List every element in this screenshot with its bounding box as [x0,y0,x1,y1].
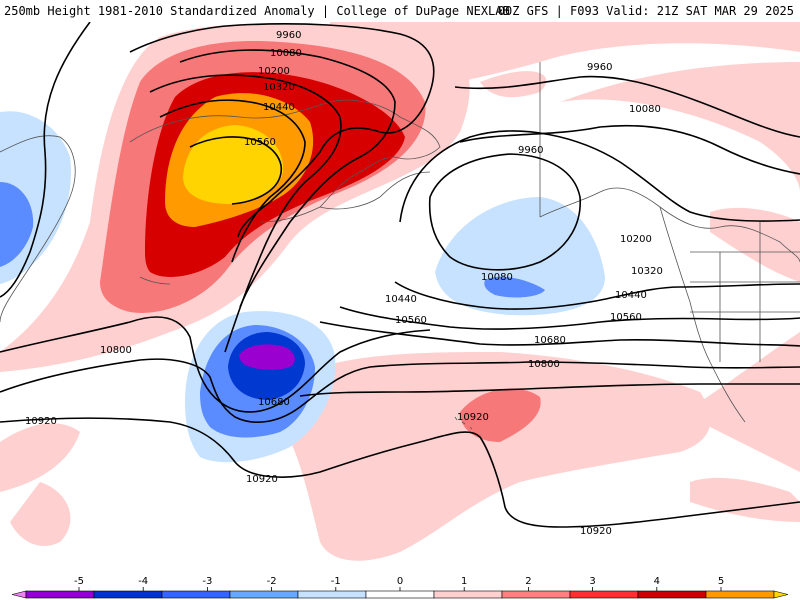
model-valid-time: 00Z GFS | F093 Valid: 21Z SAT MAR 29 202… [497,4,794,18]
colorbar-segment [161,590,231,599]
contour-label: 10680 [534,335,566,346]
contour-label: 10080 [481,272,513,283]
colorbar-segment [11,590,27,599]
colorbar-segment [93,590,163,599]
contour-label: 10920 [580,526,612,537]
colorbar-segment [433,590,503,599]
colorbar-tick-label: -2 [267,576,277,587]
anomaly-fill-positive-5 [183,125,284,204]
colorbar-tick-label: -1 [331,576,341,587]
contour-label: 10080 [270,48,302,59]
contour-label: 10560 [610,312,642,323]
contour-label: 10320 [263,82,295,93]
contour-label: 10440 [385,294,417,305]
colorbar-tick-label: -5 [74,576,84,587]
colorbar-tick-label: 5 [718,576,724,587]
contour-label: 10200 [620,234,652,245]
contour-label: 10680 [258,397,290,408]
colorbar-segment [229,590,299,599]
map-title: 250mb Height 1981-2010 Standardized Anom… [4,4,510,18]
contour-label: 10440 [615,290,647,301]
contour-label: 10560 [244,137,276,148]
contour-label: 10920 [246,474,278,485]
colorbar-segment [705,590,775,599]
height-contours [0,22,800,528]
contour-label: 10320 [631,266,663,277]
colorbar-tick-label: 1 [461,576,467,587]
contour-label: 10800 [100,345,132,356]
contour-label: 10200 [258,66,290,77]
contour-label: 9960 [276,30,301,41]
anomaly-fill-negative-4 [239,344,295,370]
contour-label: 10920 [457,412,489,423]
colorbar-segment [773,590,789,599]
contour-label: 10800 [528,359,560,370]
contour-label: 10080 [629,104,661,115]
contour-label: 10920 [25,416,57,427]
coastlines [0,62,800,430]
colorbar-segment [569,590,639,599]
colorbar-tick-label: 3 [589,576,595,587]
contour-label: 10440 [263,102,295,113]
colorbar-bar [11,590,789,599]
contour-labels: 9960 10080 10200 10320 10440 10560 9960 … [25,30,663,537]
contour-label: 9960 [518,145,543,156]
anomaly-map: 9960 10080 10200 10320 10440 10560 9960 … [0,22,800,561]
contour-label: 9960 [587,62,612,73]
colorbar-tick-labels: -5 -4 -3 -2 -1 0 1 2 3 4 5 [74,576,724,591]
colorbar-segment [25,590,95,599]
colorbar-tick-label: -3 [202,576,212,587]
colorbar-segment [365,590,435,599]
colorbar-segment [297,590,367,599]
colorbar-tick-label: 4 [654,576,660,587]
colorbar: -5 -4 -3 -2 -1 0 1 2 3 4 5 [0,570,800,600]
colorbar-tick-label: 2 [525,576,531,587]
map-header: 250mb Height 1981-2010 Standardized Anom… [0,0,800,22]
colorbar-tick-label: -4 [138,576,148,587]
colorbar-segment [501,590,571,599]
colorbar-tick-label: 0 [397,576,403,587]
contour-label: 10560 [395,315,427,326]
colorbar-segment [637,590,707,599]
